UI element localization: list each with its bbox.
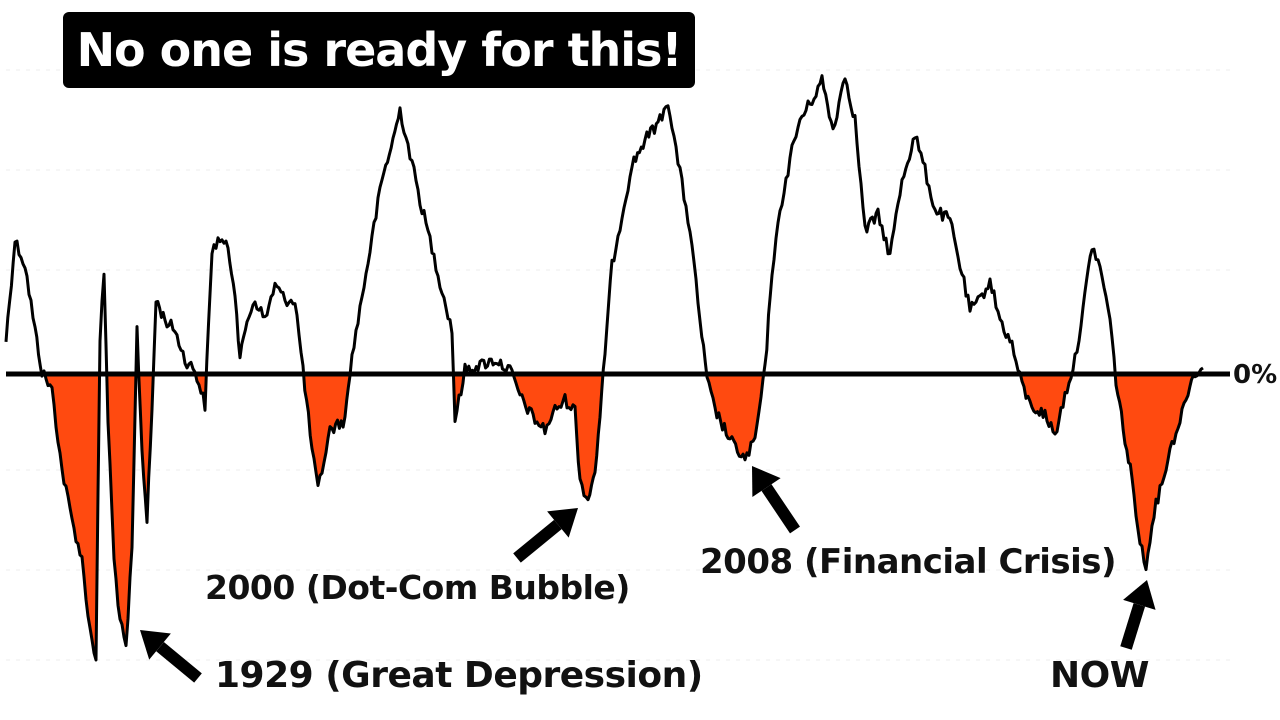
annotation-now: NOW (1050, 655, 1149, 696)
arrow-2008-shaft (761, 484, 800, 534)
negative-area-fill (6, 374, 1203, 660)
series-line (4, 74, 1204, 662)
page-title: No one is ready for this! (76, 23, 683, 77)
annotation-2008: 2008 (Financial Crisis) (700, 542, 1117, 582)
title-banner: No one is ready for this! (63, 12, 695, 88)
arrow-2000-head (547, 508, 578, 538)
annotation-1929: 1929 (Great Depression) (215, 655, 703, 696)
annotation-2000: 2000 (Dot-Com Bubble) (205, 568, 630, 607)
arrow-1929-head (140, 630, 171, 660)
arrow-2008-head (752, 466, 781, 498)
annotation-arrows (140, 466, 1156, 683)
arrow-now-head (1123, 580, 1156, 610)
arrow-now-shaft (1120, 603, 1146, 650)
arrow-1929-shaft (156, 641, 202, 683)
arrow-2000-shaft (513, 519, 562, 563)
zero-percent-label: 0% (1233, 360, 1278, 390)
